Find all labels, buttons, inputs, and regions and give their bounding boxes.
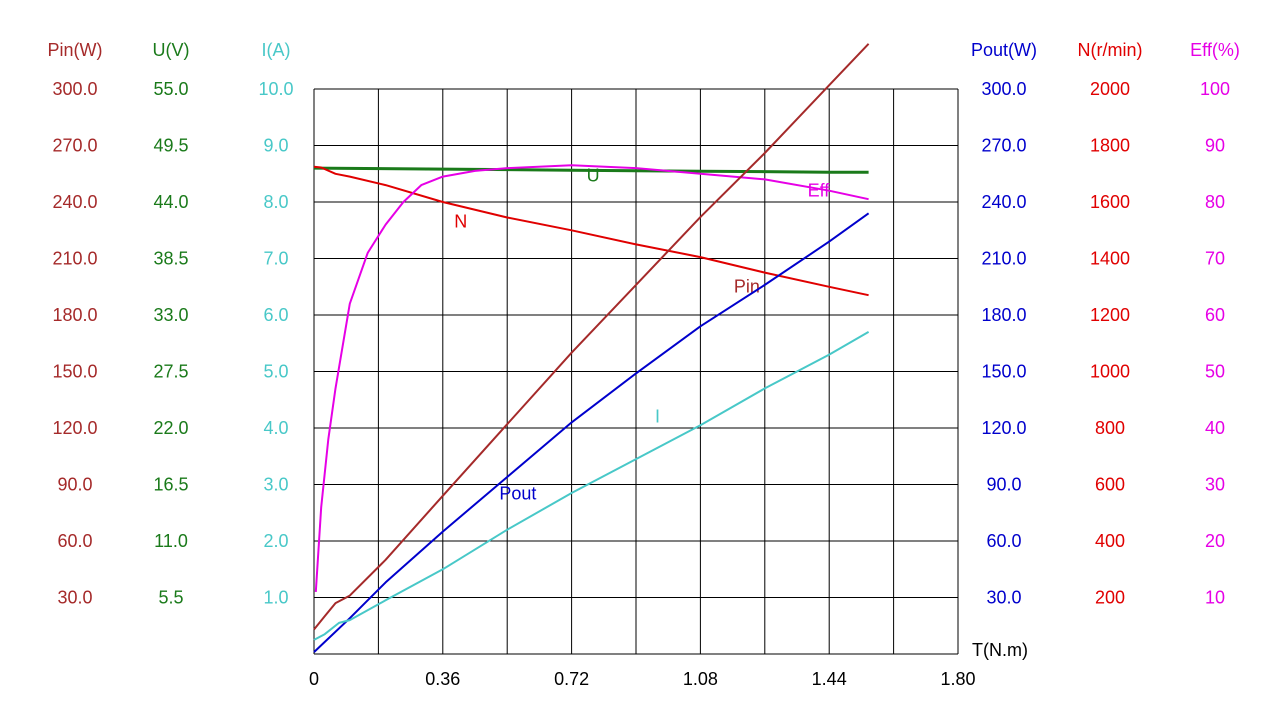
series-label-eff: Eff bbox=[808, 180, 831, 200]
tick-label-n: 1000 bbox=[1090, 362, 1130, 382]
tick-label-pout: 300.0 bbox=[981, 79, 1026, 99]
axis-title-i: I(A) bbox=[262, 40, 291, 60]
tick-label-pin: 30.0 bbox=[57, 588, 92, 608]
axis-title-pout: Pout(W) bbox=[971, 40, 1037, 60]
series-label-i: I bbox=[655, 406, 660, 426]
tick-label-i: 8.0 bbox=[263, 192, 288, 212]
tick-label-i: 3.0 bbox=[263, 475, 288, 495]
tick-label-u: 16.5 bbox=[153, 475, 188, 495]
series-label-u: U bbox=[587, 165, 600, 185]
x-tick-label: 0.72 bbox=[554, 669, 589, 689]
tick-label-n: 1600 bbox=[1090, 192, 1130, 212]
axis-title-pin: Pin(W) bbox=[48, 40, 103, 60]
tick-label-pout: 150.0 bbox=[981, 362, 1026, 382]
series-label-pout: Pout bbox=[499, 484, 536, 504]
tick-label-i: 2.0 bbox=[263, 531, 288, 551]
tick-label-i: 4.0 bbox=[263, 418, 288, 438]
tick-label-pout: 30.0 bbox=[986, 588, 1021, 608]
x-tick-label: 0.36 bbox=[425, 669, 460, 689]
tick-label-pin: 270.0 bbox=[52, 136, 97, 156]
x-tick-label: 1.44 bbox=[812, 669, 847, 689]
series-line-n bbox=[313, 165, 869, 297]
tick-label-n: 600 bbox=[1095, 475, 1125, 495]
tick-label-i: 5.0 bbox=[263, 362, 288, 382]
tick-label-n: 1200 bbox=[1090, 305, 1130, 325]
axis-title-eff: Eff(%) bbox=[1190, 40, 1240, 60]
tick-label-u: 11.0 bbox=[154, 531, 188, 551]
tick-label-u: 44.0 bbox=[153, 192, 188, 212]
tick-label-pin: 150.0 bbox=[52, 362, 97, 382]
series-line-eff bbox=[314, 164, 869, 592]
x-axis-label: T(N.m) bbox=[972, 640, 1028, 660]
series-label-pin: Pin bbox=[734, 276, 760, 296]
tick-label-u: 38.5 bbox=[153, 249, 188, 269]
tick-label-eff: 90 bbox=[1205, 136, 1225, 156]
tick-label-pin: 210.0 bbox=[52, 249, 97, 269]
tick-label-eff: 10 bbox=[1205, 588, 1225, 608]
series-label-n: N bbox=[454, 211, 467, 231]
tick-label-pout: 60.0 bbox=[986, 531, 1021, 551]
series-line-pin bbox=[313, 43, 870, 631]
series-line-u bbox=[313, 166, 869, 174]
tick-label-u: 22.0 bbox=[153, 418, 188, 438]
tick-label-pout: 210.0 bbox=[981, 249, 1026, 269]
tick-label-u: 33.0 bbox=[153, 305, 188, 325]
tick-label-pin: 300.0 bbox=[52, 79, 97, 99]
tick-label-pout: 240.0 bbox=[981, 192, 1026, 212]
tick-label-i: 7.0 bbox=[263, 249, 288, 269]
tick-label-n: 1800 bbox=[1090, 136, 1130, 156]
tick-label-i: 10.0 bbox=[258, 79, 293, 99]
tick-label-pin: 180.0 bbox=[52, 305, 97, 325]
tick-label-pin: 120.0 bbox=[52, 418, 97, 438]
tick-label-u: 55.0 bbox=[153, 79, 188, 99]
tick-label-n: 800 bbox=[1095, 418, 1125, 438]
tick-label-pout: 270.0 bbox=[981, 136, 1026, 156]
tick-label-n: 200 bbox=[1095, 588, 1125, 608]
series-line-pout bbox=[313, 212, 870, 653]
tick-label-n: 400 bbox=[1095, 531, 1125, 551]
tick-label-i: 1.0 bbox=[263, 588, 288, 608]
tick-label-pout: 120.0 bbox=[981, 418, 1026, 438]
tick-label-i: 6.0 bbox=[263, 305, 288, 325]
tick-label-eff: 70 bbox=[1205, 249, 1225, 269]
x-tick-label: 1.80 bbox=[940, 669, 975, 689]
tick-label-eff: 60 bbox=[1205, 305, 1225, 325]
tick-label-u: 5.5 bbox=[158, 588, 183, 608]
tick-label-eff: 80 bbox=[1205, 192, 1225, 212]
tick-label-eff: 20 bbox=[1205, 531, 1225, 551]
x-tick-label: 0 bbox=[309, 669, 319, 689]
tick-label-eff: 50 bbox=[1205, 362, 1225, 382]
tick-label-i: 9.0 bbox=[263, 136, 288, 156]
series-line-i bbox=[313, 331, 870, 641]
tick-label-pin: 60.0 bbox=[57, 531, 92, 551]
tick-label-pout: 90.0 bbox=[986, 475, 1021, 495]
tick-label-pout: 180.0 bbox=[981, 305, 1026, 325]
tick-label-eff: 40 bbox=[1205, 418, 1225, 438]
axis-title-n: N(r/min) bbox=[1078, 40, 1143, 60]
x-tick-label: 1.08 bbox=[683, 669, 718, 689]
tick-label-eff: 30 bbox=[1205, 475, 1225, 495]
tick-label-n: 1400 bbox=[1090, 249, 1130, 269]
tick-label-pin: 90.0 bbox=[57, 475, 92, 495]
tick-label-eff: 100 bbox=[1200, 79, 1230, 99]
axis-title-u: U(V) bbox=[153, 40, 190, 60]
tick-label-n: 2000 bbox=[1090, 79, 1130, 99]
tick-label-pin: 240.0 bbox=[52, 192, 97, 212]
tick-label-u: 27.5 bbox=[153, 362, 188, 382]
tick-label-u: 49.5 bbox=[153, 136, 188, 156]
